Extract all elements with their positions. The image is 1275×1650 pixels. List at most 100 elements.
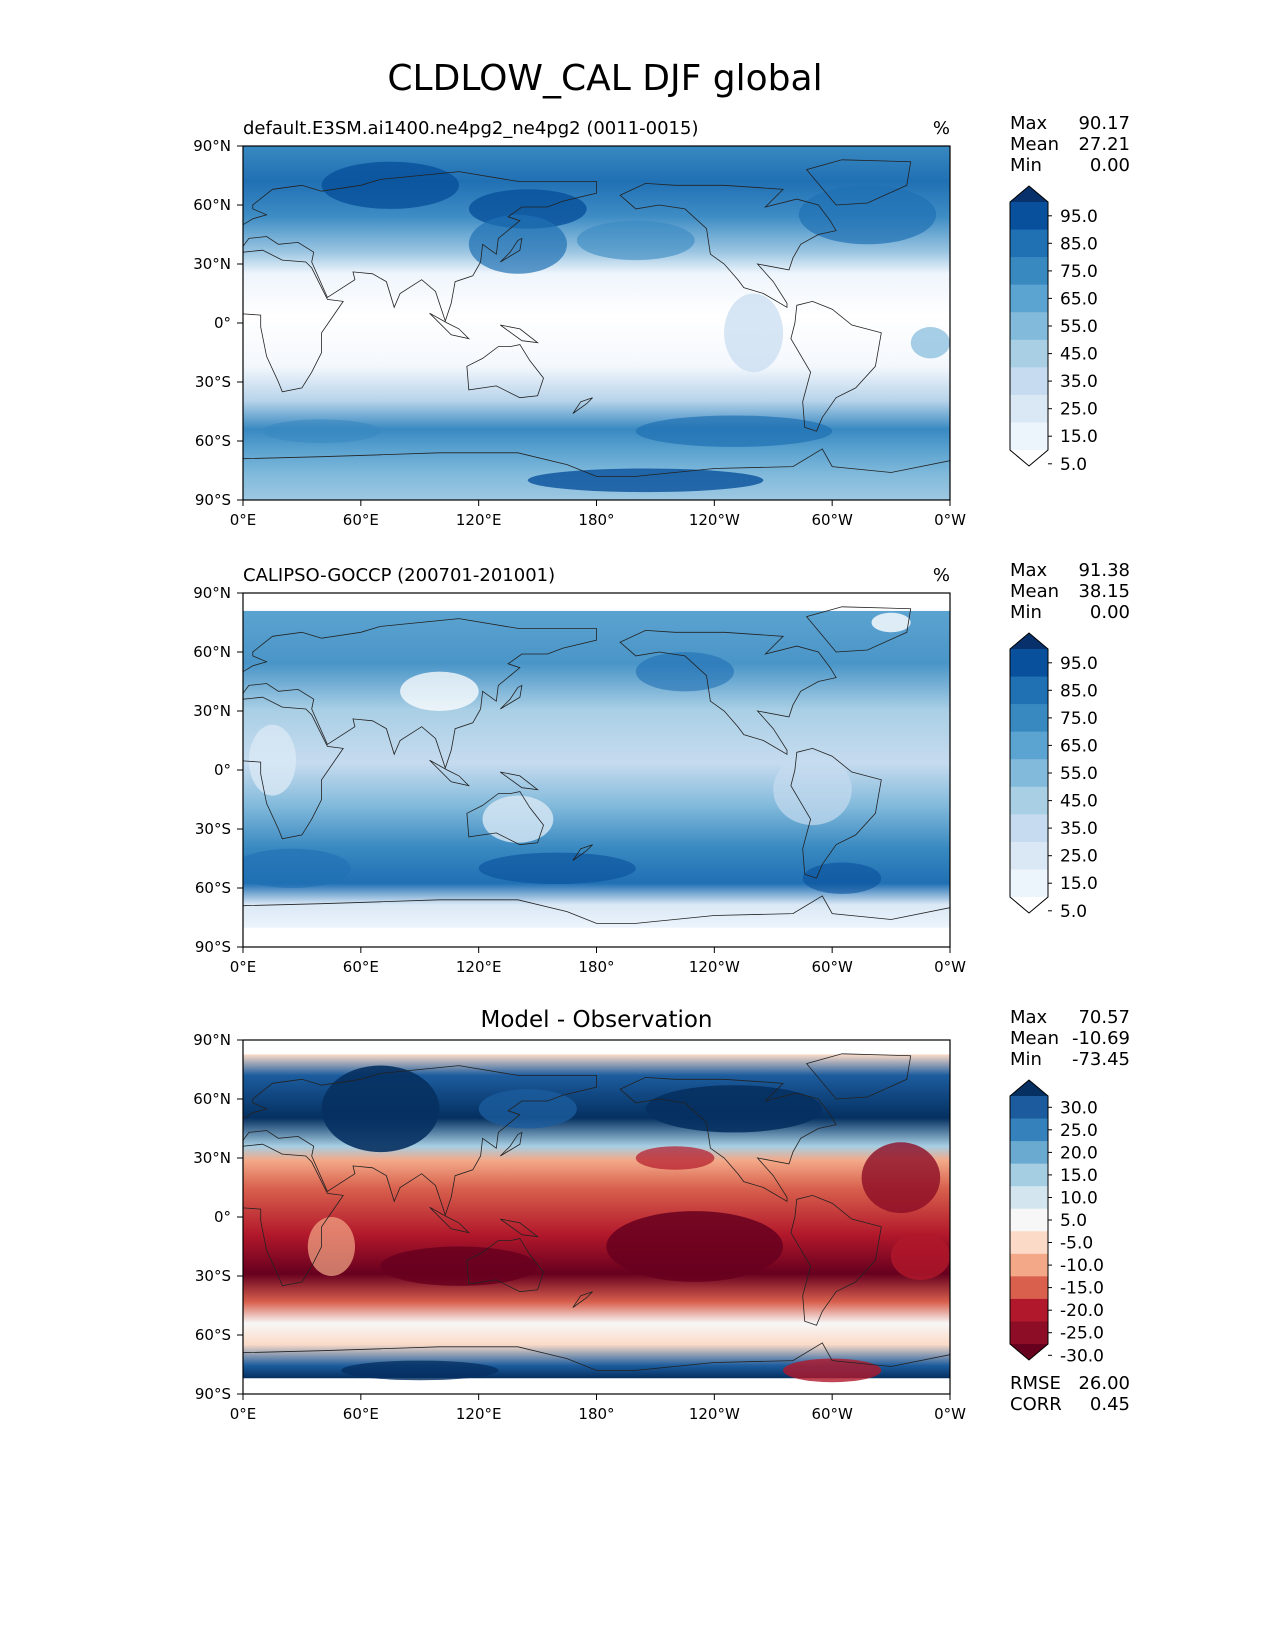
colorbar-segment (1010, 869, 1048, 898)
colorbar-label: 20.0 (1060, 1143, 1098, 1163)
coastline (243, 249, 344, 393)
colorbar-segment (1010, 312, 1048, 341)
panel-3: Model - Observation 0°E 60°E 120°E 180° 120°W… (193, 1007, 1130, 1423)
y-tick-label: 30°N (193, 1149, 231, 1167)
colorbar-label: 15.0 (1060, 427, 1098, 447)
field-blob (262, 419, 381, 444)
coastline (500, 237, 523, 263)
x-tick-label: 120°W (689, 1405, 740, 1423)
field-blob (635, 1146, 715, 1170)
colorbar-extend-min (1010, 897, 1048, 913)
colorbar-label: 45.0 (1060, 345, 1098, 365)
coastline (500, 771, 539, 791)
colorbar-label: 95.0 (1060, 207, 1098, 227)
coastline (243, 696, 344, 840)
colorbar: 95.0 85.0 75.0 65.0 55.0 45.0 35.0 25.0 15.0 5.0 (1009, 185, 1098, 475)
y-tick-label: 90°N (193, 584, 231, 602)
field-blob (468, 214, 567, 274)
y-tick-label: 30°N (193, 702, 231, 720)
coastline (500, 1218, 539, 1238)
stat-label: Min (1010, 155, 1042, 176)
coastline (619, 1076, 837, 1202)
colorbar-label: 5.0 (1060, 1211, 1087, 1231)
x-tick-label: 0°W (934, 511, 966, 529)
stat-label: Max (1010, 113, 1048, 134)
colorbar-outline (1009, 1079, 1049, 1361)
colorbar-segment (1010, 1231, 1048, 1255)
figure-title: CLDLOW_CAL DJF global (387, 58, 822, 99)
field-blob (380, 1246, 538, 1286)
colorbar-segment (1010, 1186, 1048, 1210)
map-model: 0°E 60°E 120°E 180° 120°W 60°W 0°W 90°N 60°N 30°N… (193, 137, 966, 529)
x-tick-label: 180° (578, 511, 614, 529)
y-tick-label: 0° (214, 1208, 231, 1226)
x-tick-label: 120°E (456, 958, 502, 976)
y-tick-label: 60°S (195, 1326, 231, 1344)
coastline (572, 1291, 593, 1308)
colorbar-label: 65.0 (1060, 736, 1098, 756)
y-tick-label: 30°S (195, 1267, 231, 1285)
colorbar-label: -10.0 (1060, 1256, 1104, 1276)
stat-label: RMSE (1010, 1373, 1061, 1394)
coastline (572, 844, 593, 861)
colorbar-label: -30.0 (1060, 1346, 1104, 1366)
field-blob (635, 652, 734, 692)
coastline (619, 182, 837, 308)
colorbar-segment (1010, 284, 1048, 313)
colorbar-extend-max (1010, 186, 1048, 202)
map-diff: 0°E 60°E 120°E 180° 120°W 60°W 0°W 90°N 60°N 30°N… (193, 1031, 966, 1423)
coastline (790, 300, 882, 432)
panel-2: CALIPSO-GOCCP (200701-201001) % 0°E 60°E 120… (193, 560, 1130, 976)
field-blob (798, 185, 937, 245)
field-blob (321, 161, 459, 209)
field-blob (478, 852, 636, 884)
colorbar-segment (1010, 1298, 1048, 1322)
field-blob (861, 1142, 941, 1214)
colorbar-segment (1010, 229, 1048, 258)
y-tick-label: 90°S (195, 938, 231, 956)
y-tick-label: 30°S (195, 373, 231, 391)
colorbar-label: -20.0 (1060, 1301, 1104, 1321)
x-tick-label: 60°E (343, 511, 379, 529)
field-blob (871, 612, 911, 633)
map-obs: 0°E 60°E 120°E 180° 120°W 60°W 0°W 90°N 60°N 30°N… (193, 584, 966, 976)
field-blob (341, 1360, 499, 1381)
colorbar-label: 30.0 (1060, 1098, 1098, 1118)
field-blob (773, 754, 852, 826)
x-tick-label: 60°E (343, 1405, 379, 1423)
colorbar-label: 55.0 (1060, 764, 1098, 784)
x-tick-label: 120°E (456, 1405, 502, 1423)
colorbar-outline (1009, 185, 1049, 467)
stat-value: 0.00 (1090, 155, 1130, 176)
colorbar-label: 25.0 (1060, 400, 1098, 420)
y-tick-label: 90°N (193, 137, 231, 155)
stat-label: CORR (1010, 1394, 1062, 1415)
field-blob (645, 1085, 823, 1133)
coastline (429, 759, 471, 787)
x-tick-label: 0°E (230, 511, 257, 529)
coastline (243, 1143, 344, 1287)
field-blob (400, 671, 479, 711)
colorbar-label: 15.0 (1060, 874, 1098, 894)
colorbar-label: 75.0 (1060, 262, 1098, 282)
colorbar-segment (1010, 367, 1048, 396)
field-blob (891, 1232, 950, 1280)
panel-units: % (933, 565, 950, 586)
colorbar-segment (1010, 676, 1048, 705)
colorbar-segment (1010, 731, 1048, 760)
coastline-antarctica (243, 1342, 950, 1371)
coastline (243, 1065, 597, 1217)
stat-value: 70.57 (1078, 1007, 1130, 1028)
field-blob (783, 1358, 882, 1383)
colorbar-segment (1010, 1118, 1048, 1142)
coastline (619, 629, 837, 755)
stat-value: 0.45 (1090, 1394, 1130, 1415)
y-tick-label: 0° (214, 314, 231, 332)
colorbar-label: 75.0 (1060, 709, 1098, 729)
panel-title: Model - Observation (480, 1007, 712, 1033)
field-blob (576, 220, 695, 261)
coastline-antarctica (243, 448, 950, 477)
colorbar-extend-min (1010, 1344, 1048, 1360)
field-blob (482, 795, 554, 843)
colorbar-segment (1010, 759, 1048, 788)
